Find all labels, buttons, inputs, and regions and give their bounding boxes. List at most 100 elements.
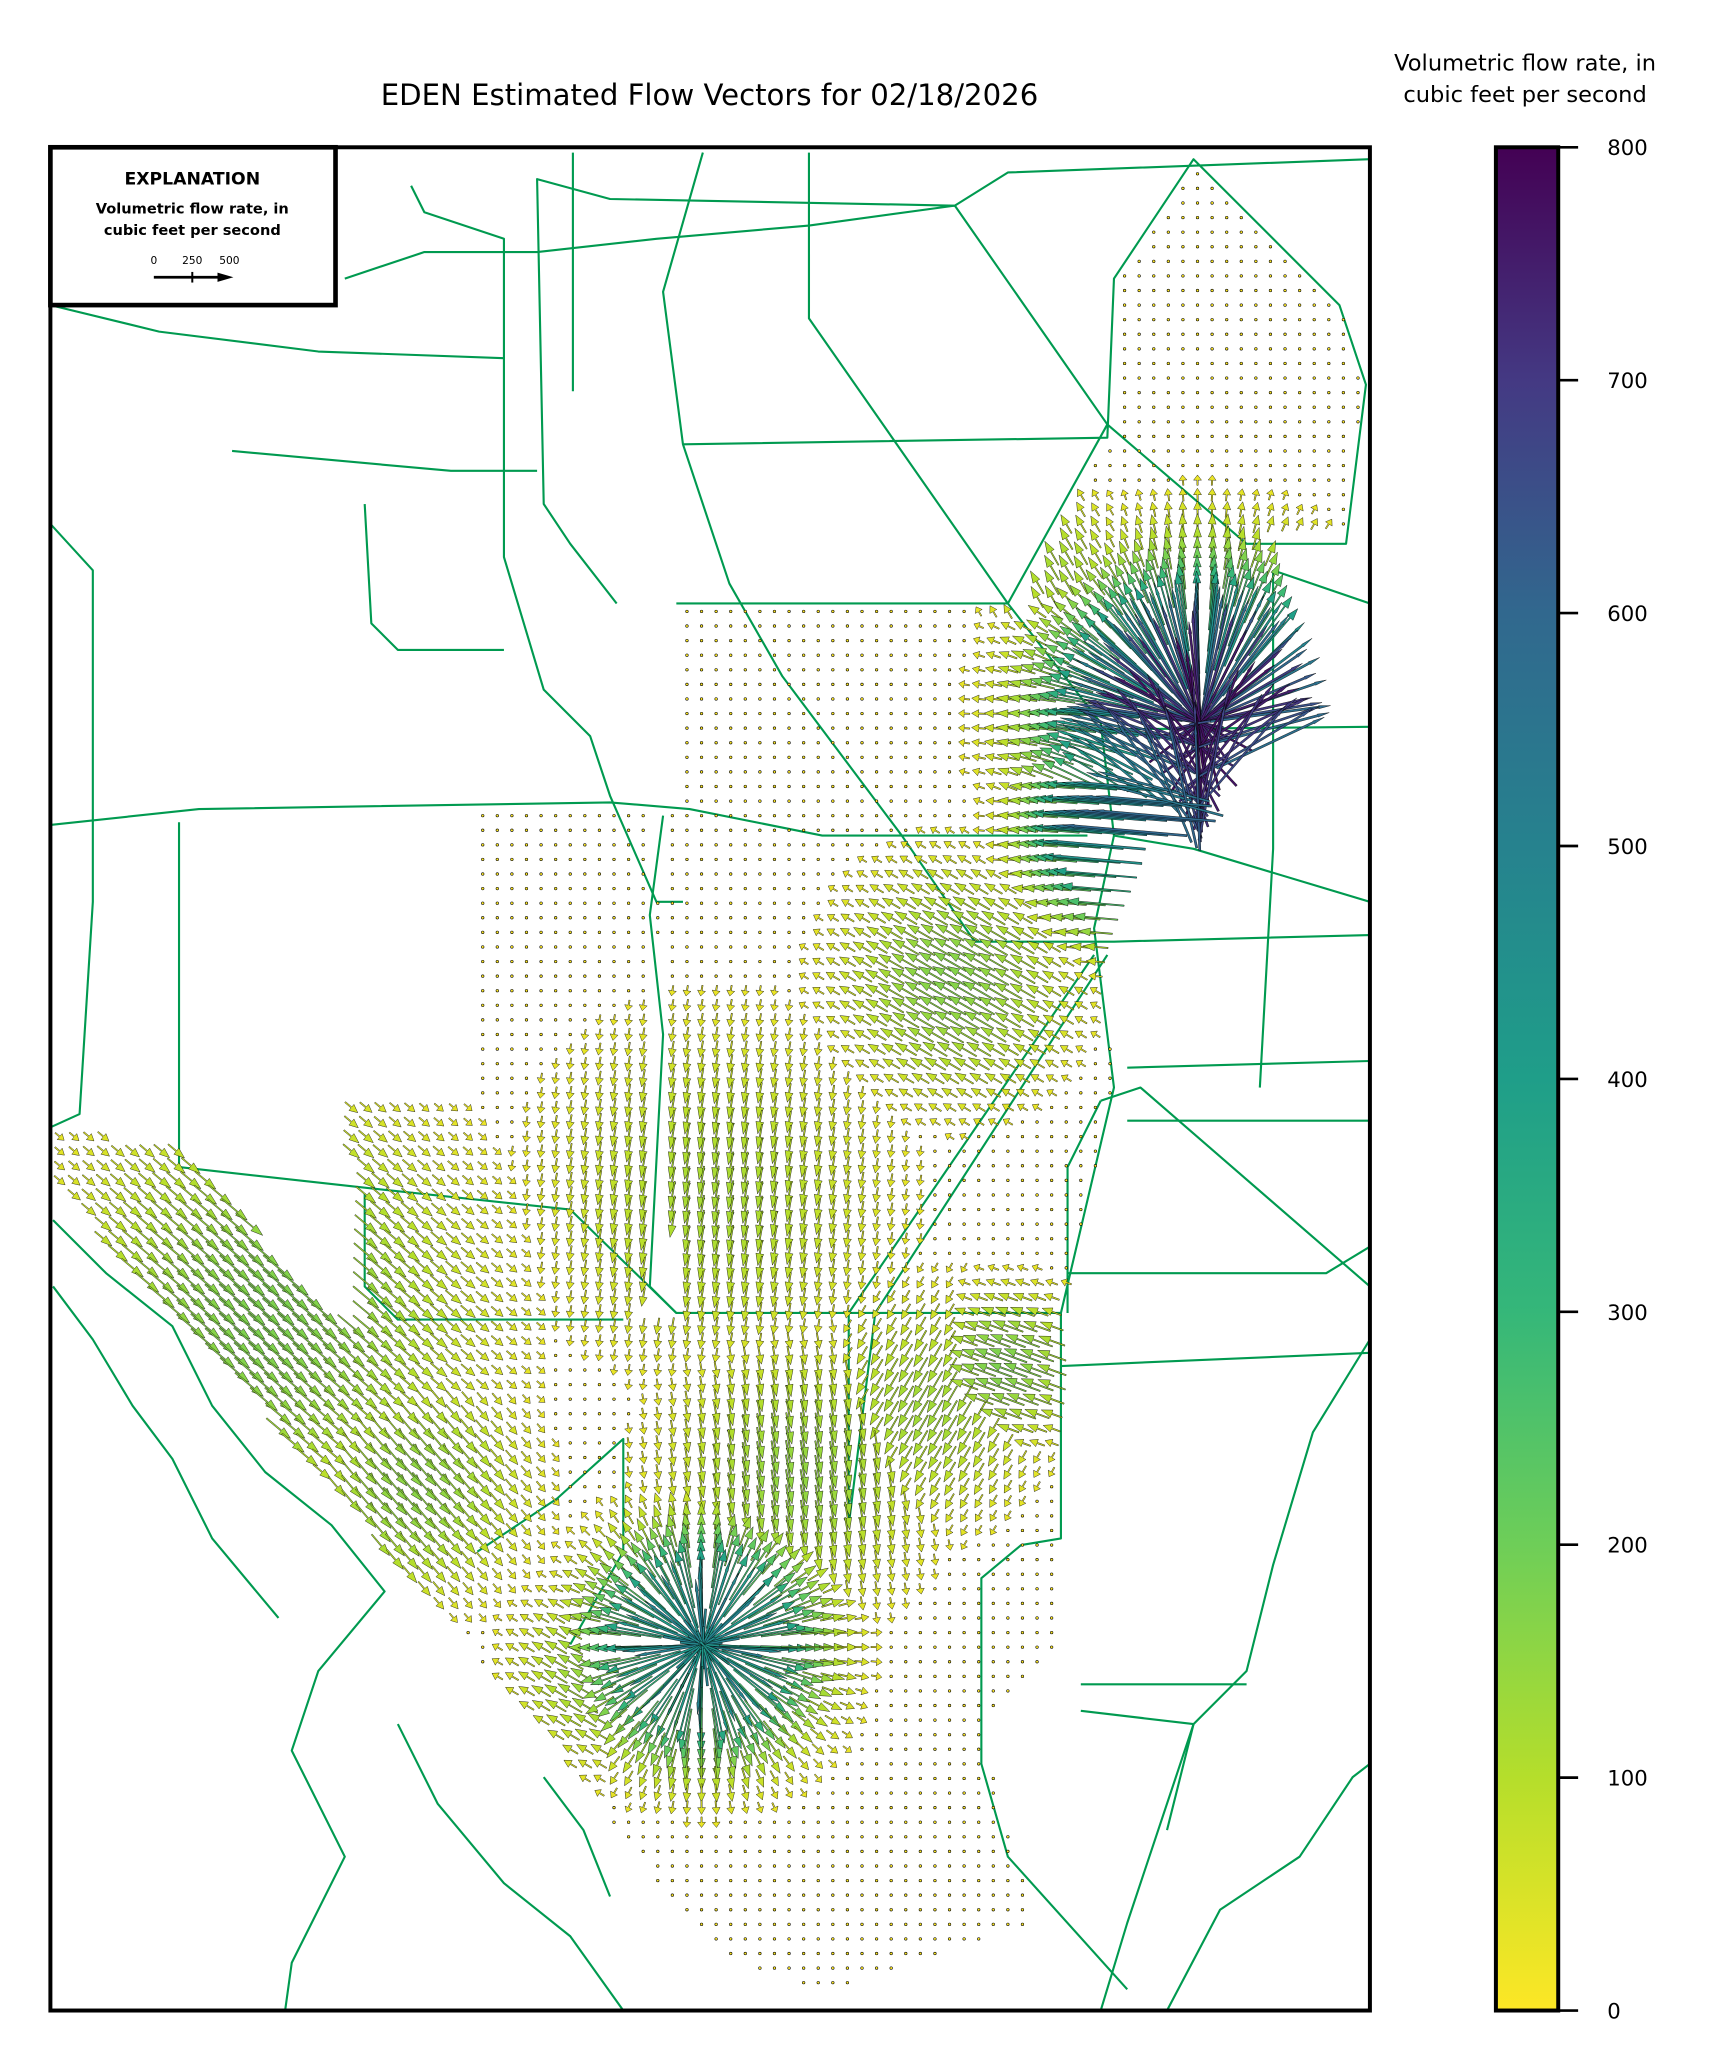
flow-vector-point [889,653,893,657]
flow-vector-arrow [400,1549,419,1571]
flow-vector-arrow [580,1028,590,1041]
flow-vector-point [962,1820,966,1824]
flow-vector-point [860,1922,864,1926]
flow-vector-arrow [842,870,853,878]
flow-vector-arrow [726,1347,735,1364]
flow-vector-arrow [325,1418,349,1438]
flow-vector-arrow [857,1114,867,1130]
flow-vector-arrow [593,1679,635,1702]
flow-vector-arrow [586,1565,613,1584]
flow-vector-arrow [551,1187,561,1203]
flow-vector-arrow [741,1414,750,1443]
flow-vector-arrow [399,1244,421,1262]
flow-vector-arrow [638,1450,648,1465]
flow-vector-point [787,668,791,672]
flow-vector-point [787,1908,791,1912]
flow-vector-point [743,609,747,614]
flow-vector-point [597,1412,602,1416]
flow-vector-arrow [1009,998,1036,1014]
flow-vector-arrow [1120,502,1129,517]
flow-vector-point [904,1806,908,1810]
flow-vector-arrow [857,1318,867,1334]
flow-vector-point [962,1703,966,1708]
flow-vector-arrow [536,1217,546,1231]
flow-vector-arrow [536,1187,546,1202]
canal-line [807,152,1009,605]
flow-vector-arrow [697,1445,706,1470]
flow-vector-arrow [1044,554,1060,581]
flow-vector-arrow [1022,1393,1052,1406]
flow-vector-point [510,901,514,905]
flow-vector-point [772,1835,777,1839]
flow-vector-arrow [150,1200,173,1219]
flow-vector-arrow [574,1568,596,1581]
flow-vector-point [816,1966,820,1970]
flow-vector-arrow [983,883,1003,895]
flow-vector-point [685,741,689,745]
flow-vector-point [1298,463,1302,468]
flow-vector-arrow [476,1189,489,1200]
flow-vector-point [1093,1149,1097,1153]
flow-vector-arrow [1091,489,1100,501]
flow-vector-point [874,770,879,774]
flow-vector-point [758,1951,762,1956]
flow-vector-arrow [606,1739,623,1759]
flow-vector-arrow [1041,970,1062,983]
flow-vector-arrow [653,1801,663,1814]
flow-vector-point [1093,1105,1097,1110]
flow-vector-point [597,1485,602,1489]
flow-vector-point [1195,332,1200,336]
flow-vector-point [831,843,835,847]
flow-vector-point [772,1922,777,1926]
flow-vector-point [918,1630,922,1635]
flow-vector-arrow [504,1672,520,1681]
flow-vector-point [947,1835,952,1839]
flow-vector-point [495,814,499,818]
flow-vector-arrow [872,1100,881,1115]
flow-vector-arrow [518,1701,535,1711]
flow-vector-point [1195,318,1200,322]
flow-vector-arrow [415,1216,434,1232]
flow-vector-arrow [491,1567,503,1581]
flow-vector-arrow [760,1626,818,1638]
flow-vector-arrow [492,1161,502,1170]
flow-vector-point [1152,449,1156,453]
flow-vector-arrow [491,1379,504,1390]
flow-vector-arrow [778,1723,800,1746]
flow-vector-arrow [1004,1510,1012,1522]
flow-vector-point [1035,1193,1039,1197]
flow-vector-arrow [901,1582,911,1596]
flow-vector-point [787,1864,791,1868]
flow-vector-arrow [1074,1001,1088,1010]
flow-vector-point [889,711,893,716]
flow-vector-point [904,1849,908,1853]
flow-vector-point [1079,1105,1083,1110]
flow-vector-point [977,1762,981,1766]
flow-vector-arrow [812,943,825,951]
flow-vector-arrow [752,1572,796,1606]
flow-vector-arrow [732,1668,787,1713]
flow-vector-point [743,1922,747,1926]
colorbar-tick-label: 100 [1607,1767,1647,1792]
flow-vector-point [699,755,704,759]
flow-vector-arrow [828,1184,838,1206]
flow-vector-arrow [194,1170,217,1190]
flow-vector-point [772,930,777,934]
flow-vector-point [1006,1601,1010,1605]
flow-vector-point [495,1135,499,1139]
flow-vector-arrow [536,1336,546,1345]
flow-vector-arrow [1026,1013,1048,1027]
flow-vector-point [1035,1120,1039,1124]
flow-vector-point [918,726,922,730]
flow-vector-point [1137,361,1141,366]
flow-vector-arrow [799,1359,808,1382]
flow-vector-point [933,1601,937,1605]
flow-vector-arrow [841,1060,854,1068]
flow-vector-arrow [520,1479,533,1494]
flow-vector-arrow [916,1507,925,1525]
flow-vector-arrow [857,1580,867,1598]
flow-vector-point [860,1937,864,1941]
scale-label-250: 250 [182,255,202,267]
flow-vector-point [1166,332,1170,336]
flow-vector-arrow [784,1055,794,1073]
